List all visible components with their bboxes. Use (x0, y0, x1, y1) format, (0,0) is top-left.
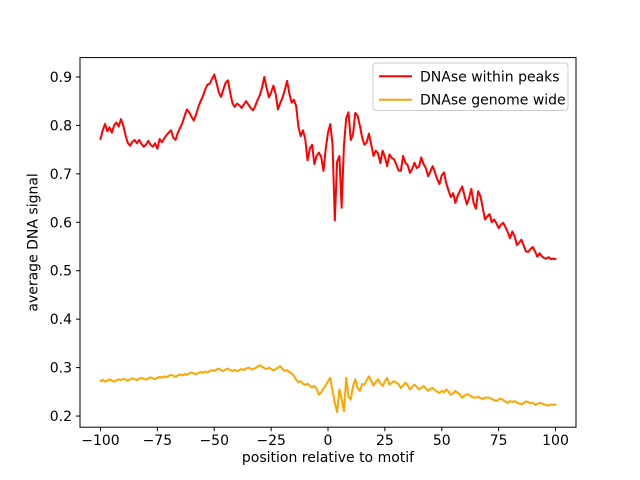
x-tick-label: 50 (433, 433, 451, 449)
axis-ticks: −100 −75 −50 −25 0 25 50 75 100 0.2 0.3 0.4 0.5 0.6 0.… (50, 70, 569, 449)
legend-label-2: DNAse genome wide (420, 93, 566, 109)
legend-box (372, 62, 569, 111)
y-tick-label: 0.4 (50, 312, 72, 328)
y-tick-label: 0.2 (50, 409, 72, 425)
x-tick-label: 100 (542, 433, 569, 449)
x-tick-label: −75 (143, 433, 173, 449)
x-tick-label: −50 (199, 433, 229, 449)
x-tick-label: −25 (256, 433, 286, 449)
x-axis-label: position relative to motif (242, 450, 415, 466)
x-tick-label: 25 (376, 433, 394, 449)
plot-border (79, 57, 577, 428)
x-tick-label: 0 (324, 433, 333, 449)
y-tick-label: 0.7 (50, 167, 72, 183)
series-lines (99, 73, 557, 414)
x-tick-label: −100 (81, 433, 119, 449)
y-axis-label: average DNA signal (26, 173, 42, 311)
x-tick-label: 75 (490, 433, 508, 449)
legend-label-1: DNAse within peaks (420, 69, 560, 85)
y-tick-label: 0.6 (50, 215, 72, 231)
y-tick-label: 0.3 (50, 361, 72, 377)
y-tick-label: 0.5 (50, 264, 72, 280)
series-line-dnase-genome-wide (99, 364, 557, 414)
y-tick-label: 0.9 (50, 70, 72, 86)
legend: DNAse within peaks DNAse genome wide (372, 62, 569, 111)
series-line-dnase-within-peaks (99, 73, 557, 261)
y-tick-label: 0.8 (50, 118, 72, 134)
